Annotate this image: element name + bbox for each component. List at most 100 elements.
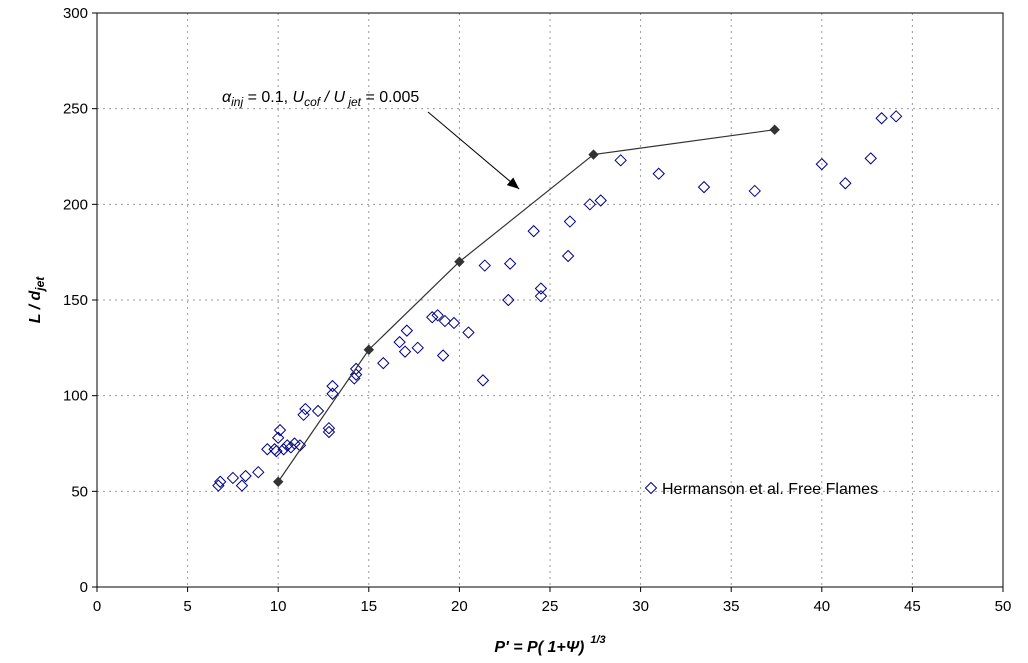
data-point-31 bbox=[426, 311, 439, 324]
annotation-u1-sub: cof bbox=[304, 95, 322, 109]
x-tick-label-8: 40 bbox=[813, 598, 830, 615]
x-tick-label-7: 35 bbox=[723, 598, 740, 615]
x-axis-title-symbol: Ψ bbox=[566, 639, 580, 656]
model-point-1 bbox=[363, 344, 375, 355]
data-point-56 bbox=[889, 110, 903, 123]
data-point-10 bbox=[273, 423, 287, 437]
data-point-17 bbox=[299, 402, 312, 416]
annotation-eq1: = 0.1, bbox=[243, 89, 292, 106]
model-curve-line bbox=[277, 129, 775, 483]
x-tick-label-1: 5 bbox=[183, 598, 191, 615]
x-axis-title: P' = P( 1+Ψ) 1/3 bbox=[494, 634, 605, 656]
model-point-0 bbox=[272, 476, 284, 487]
annotation-arrow-line bbox=[427, 111, 520, 190]
data-point-43 bbox=[534, 282, 548, 295]
y-tick-label-1: 50 bbox=[71, 483, 88, 500]
data-point-30 bbox=[411, 341, 424, 355]
series-0 bbox=[212, 110, 903, 492]
x-tick-label-6: 30 bbox=[632, 598, 649, 615]
data-point-39 bbox=[502, 293, 515, 307]
data-point-0 bbox=[212, 479, 225, 492]
y-tick-label-3: 150 bbox=[63, 292, 88, 309]
data-point-49 bbox=[652, 167, 665, 180]
data-point-29 bbox=[400, 324, 414, 337]
data-point-32 bbox=[431, 309, 444, 322]
legend: Hermanson et al. Free Flames bbox=[644, 481, 878, 498]
grid bbox=[97, 13, 1003, 587]
data-point-36 bbox=[462, 326, 475, 339]
model-point-2 bbox=[454, 256, 465, 267]
data-point-19 bbox=[322, 425, 336, 439]
data-point-6 bbox=[261, 443, 274, 456]
data-point-2 bbox=[226, 471, 240, 485]
data-point-38 bbox=[478, 259, 491, 272]
y-tick-label-5: 250 bbox=[63, 101, 88, 118]
annotation: αinj = 0.1, Ucof / U jet = 0.005 bbox=[222, 89, 520, 190]
series-1 bbox=[272, 124, 780, 487]
data-point-4 bbox=[239, 469, 252, 483]
y-tick-label-4: 200 bbox=[63, 196, 88, 213]
data-point-47 bbox=[594, 194, 607, 207]
annotation-alpha-sub: inj bbox=[231, 95, 243, 109]
x-tick-label-9: 45 bbox=[904, 598, 921, 615]
x-axis-title-sup: 1/3 bbox=[590, 634, 605, 646]
x-axis-title-main: P' = P( 1+ bbox=[494, 639, 565, 656]
series bbox=[212, 110, 903, 492]
data-point-26 bbox=[377, 356, 390, 370]
annotation-arrowhead bbox=[506, 177, 520, 190]
data-point-27 bbox=[393, 335, 406, 349]
y-tick-label-0: 0 bbox=[80, 579, 88, 596]
data-point-5 bbox=[252, 465, 265, 479]
data-point-1 bbox=[214, 475, 227, 488]
y-tick-label-2: 100 bbox=[63, 388, 88, 405]
annotation-slash: / bbox=[320, 89, 333, 106]
data-point-45 bbox=[563, 215, 577, 228]
y-tick-label-6: 300 bbox=[63, 5, 88, 22]
y-axis-title-sub: jet bbox=[33, 276, 47, 293]
annotation-u2-sub: jet bbox=[345, 95, 362, 109]
data-point-33 bbox=[436, 349, 450, 362]
model-point-4 bbox=[769, 124, 780, 135]
data-point-51 bbox=[748, 184, 761, 198]
annotation-u1: U bbox=[293, 89, 305, 106]
data-point-40 bbox=[503, 257, 517, 270]
data-point-8 bbox=[270, 444, 283, 458]
data-point-55 bbox=[875, 112, 888, 125]
data-point-18 bbox=[311, 404, 325, 418]
x-tick-label-4: 20 bbox=[451, 598, 468, 615]
x-axis-title-close: ) bbox=[577, 639, 584, 656]
data-point-44 bbox=[561, 249, 575, 263]
annotation-eq2: = 0.005 bbox=[361, 89, 419, 106]
data-point-46 bbox=[583, 198, 597, 211]
x-tick-label-10: 50 bbox=[995, 598, 1012, 615]
y-axis-title: L / djet bbox=[27, 276, 47, 324]
data-point-22 bbox=[326, 387, 339, 400]
data-point-35 bbox=[447, 316, 461, 330]
data-point-25 bbox=[349, 362, 363, 376]
data-point-42 bbox=[534, 289, 548, 303]
x-tick-label-0: 0 bbox=[93, 598, 101, 615]
data-point-28 bbox=[398, 345, 412, 358]
data-point-21 bbox=[326, 379, 339, 393]
legend-label: Hermanson et al. Free Flames bbox=[662, 481, 878, 498]
x-tick-label-2: 10 bbox=[270, 598, 287, 615]
data-point-12 bbox=[281, 439, 294, 452]
annotation-alpha: α bbox=[222, 89, 232, 106]
legend-marker-diamond bbox=[644, 481, 658, 495]
model-annotation-label: αinj = 0.1, Ucof / U jet = 0.005 bbox=[222, 89, 419, 109]
axis-ticks: 0 5 10 15 20 25 30 35 40 45 50 0 50 100 150 200 250 300 bbox=[63, 5, 1011, 615]
model-point-3 bbox=[588, 149, 599, 160]
x-tick-label-5: 25 bbox=[542, 598, 559, 615]
data-point-48 bbox=[614, 154, 627, 167]
y-axis-title-main: L / d bbox=[27, 289, 44, 323]
x-tick-label-3: 15 bbox=[360, 598, 377, 615]
data-point-11 bbox=[277, 443, 290, 456]
data-point-20 bbox=[322, 421, 336, 435]
data-point-34 bbox=[438, 314, 452, 328]
data-point-9 bbox=[271, 431, 285, 444]
data-point-50 bbox=[697, 180, 711, 194]
data-point-54 bbox=[864, 152, 877, 165]
data-point-53 bbox=[839, 177, 852, 190]
annotation-u2: U bbox=[333, 89, 345, 106]
data-point-41 bbox=[527, 224, 540, 238]
